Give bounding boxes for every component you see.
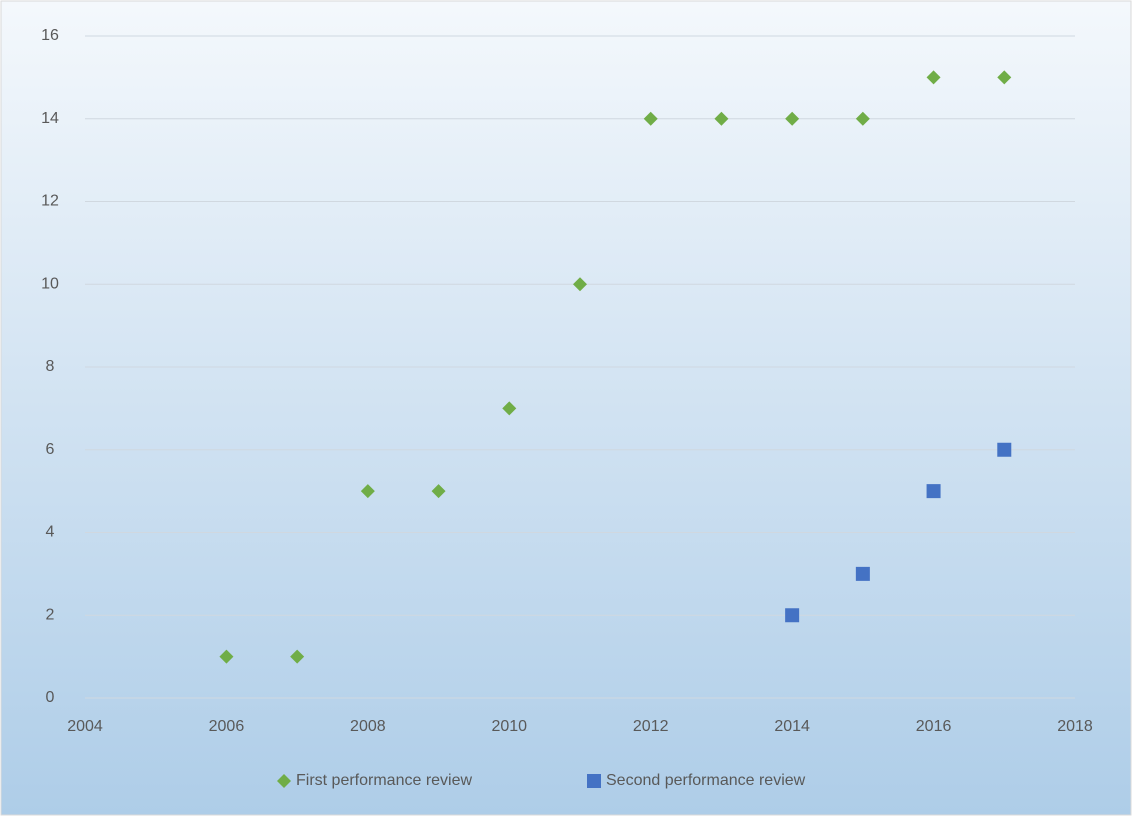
legend-label: First performance review [296, 772, 472, 789]
x-tick-label: 2012 [633, 718, 669, 735]
y-tick-label: 16 [41, 27, 59, 44]
y-tick-label: 8 [46, 358, 55, 375]
point [431, 484, 446, 499]
point [855, 111, 870, 126]
point [290, 649, 305, 664]
x-tick-label: 2014 [774, 718, 810, 735]
point [997, 442, 1012, 457]
point [997, 70, 1012, 85]
x-tick-label: 2006 [209, 718, 245, 735]
x-tick-label: 2018 [1057, 718, 1093, 735]
y-tick-label: 12 [41, 193, 59, 210]
y-tick-label: 4 [46, 524, 55, 541]
legend-marker [587, 774, 601, 788]
legend-marker [277, 774, 291, 788]
x-tick-label: 2004 [67, 718, 103, 735]
y-tick-label: 0 [46, 689, 55, 706]
point [714, 111, 729, 126]
x-tick-label: 2008 [350, 718, 386, 735]
point [219, 649, 234, 664]
y-tick-label: 14 [41, 110, 59, 127]
point [502, 401, 517, 416]
y-tick-label: 2 [46, 606, 55, 623]
point [855, 566, 870, 581]
x-tick-label: 2016 [916, 718, 952, 735]
y-tick-label: 10 [41, 275, 59, 292]
point [926, 70, 941, 85]
point [785, 111, 800, 126]
point [573, 277, 587, 292]
legend-label: Second performance review [606, 772, 806, 789]
y-tick-label: 6 [46, 441, 55, 458]
point [926, 484, 941, 499]
point [785, 608, 800, 623]
x-tick-label: 2010 [491, 718, 527, 735]
point [643, 111, 658, 126]
point [360, 484, 375, 499]
